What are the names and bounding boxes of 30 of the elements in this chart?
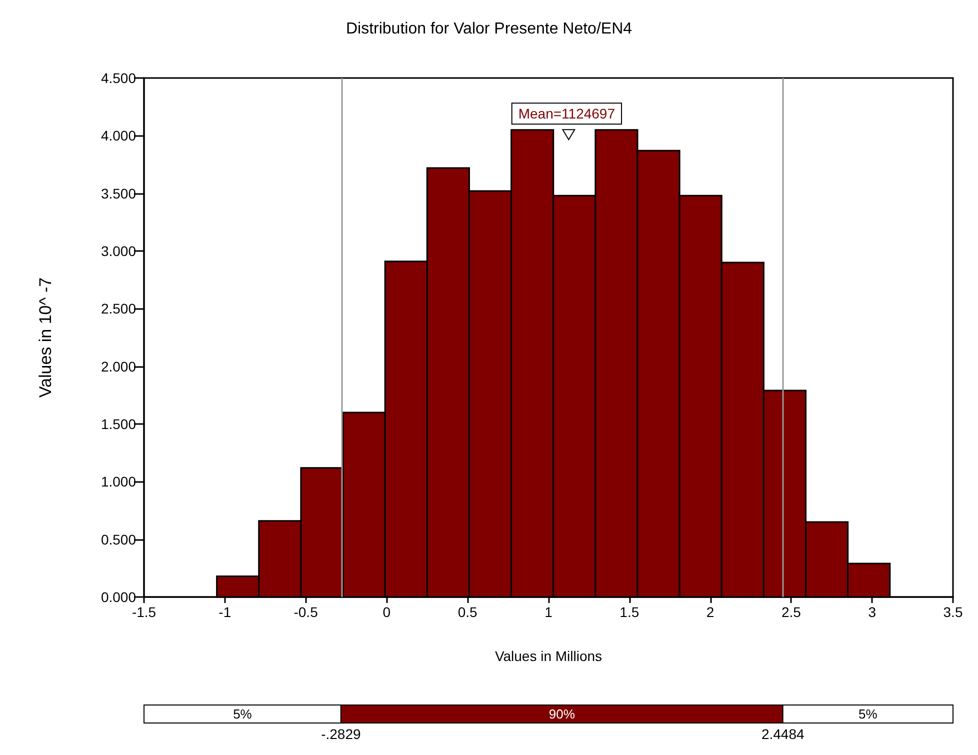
x-tick-label: 1.5 xyxy=(620,604,640,620)
x-tick-label: 3.5 xyxy=(943,604,963,620)
text: -.2829 xyxy=(321,726,361,742)
y-tick-label: 1.000 xyxy=(100,474,136,490)
x-axis-title: Values in Millions xyxy=(494,648,602,664)
y-tick-label: 1.500 xyxy=(100,416,136,432)
x-tick-label: 3 xyxy=(868,604,876,620)
text: 5% xyxy=(858,706,878,722)
y-tick-label: 3.500 xyxy=(100,185,136,202)
x-tick-label: 2.5 xyxy=(781,604,802,620)
chart-title: Distribution for Valor Presente Neto/EN4 xyxy=(346,20,632,38)
text: 5% xyxy=(233,706,252,722)
x-tick-label: -1 xyxy=(218,604,232,620)
y-tick-label: 0.500 xyxy=(100,531,136,548)
text: 90% xyxy=(548,706,576,722)
y-axis-title: Values in 10^ -7 xyxy=(36,277,55,398)
y-tick-label: 4.500 xyxy=(100,70,136,86)
annotation: Mean=1124697 xyxy=(518,106,616,122)
y-tick-label: 2.500 xyxy=(100,300,136,317)
x-tick-label: -1.5 xyxy=(132,604,156,620)
y-tick-label: 0.000 xyxy=(100,589,136,605)
x-tick-label: 1 xyxy=(544,604,553,620)
x-tick-label: 2 xyxy=(706,604,714,620)
y-tick-label: 2.000 xyxy=(100,358,136,374)
y-tick-label: 3.000 xyxy=(100,243,136,259)
x-tick-label: 0 xyxy=(382,604,391,620)
text: 2.4484 xyxy=(761,726,804,742)
x-tick-label: 0.5 xyxy=(458,604,478,620)
x-tick-label: -0.5 xyxy=(294,604,318,620)
y-tick-label: 4.000 xyxy=(100,128,136,144)
